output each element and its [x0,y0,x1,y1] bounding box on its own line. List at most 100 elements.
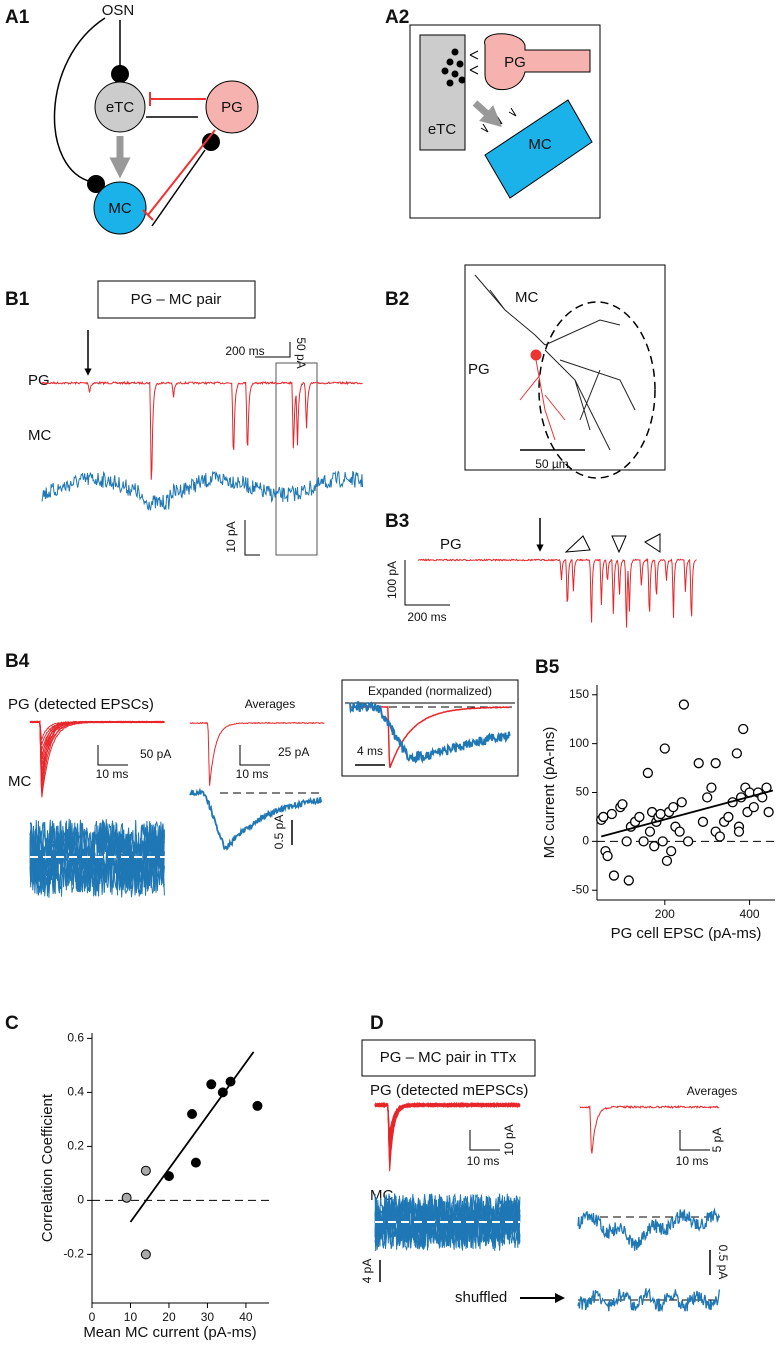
trace [29,720,165,798]
point [190,1157,201,1168]
x-tick-label: 40 [239,1310,253,1324]
point [634,811,645,823]
point [187,1109,198,1119]
point [657,836,668,847]
scale-bar [239,745,270,766]
trace [29,821,165,897]
scale-label: 100 pA [385,561,399,599]
scale-bar [244,520,260,556]
highlight-box [275,362,318,556]
node-etc [94,81,146,133]
panel-label: B3 [385,511,409,532]
scale-label: 4 ms [357,744,383,758]
x-tick-label: 20 [162,1310,176,1324]
x-axis-label: PG cell EPSC (pA-ms) [611,925,762,942]
point [140,1165,151,1176]
trace [349,701,511,765]
x-axis-label: Mean MC current (pA-ms) [83,1324,256,1341]
trace-label: MC [28,427,51,444]
point [140,1249,151,1260]
mc-morphology [474,274,636,451]
point [706,782,717,793]
cell-label: MC [515,289,538,306]
y-tick-label: 0 [582,834,589,848]
vesicles [441,48,466,87]
y-axis-label: MC current (pA-ms) [541,727,558,859]
synapse [87,65,220,193]
point [702,792,713,803]
scale-label: 50 µm [535,457,569,471]
node-pg [205,80,259,134]
trace [189,721,325,786]
scale-bar [469,1130,500,1151]
trace [189,787,323,851]
trace [41,470,364,511]
y-tick-label: 150 [569,687,589,701]
scale-label: 10 pA [224,521,238,552]
scale-label: 10 ms [676,1154,709,1168]
panel-label: C [5,1013,19,1034]
point [602,850,613,862]
scale-label: 10 pA [502,1124,516,1155]
point [682,836,694,847]
scale-bar [679,1130,710,1151]
y-tick-label: 100 [569,736,589,750]
point [738,723,749,735]
pg-morphology [519,349,566,441]
point [659,743,670,754]
scale-bar [97,745,128,766]
trace-label: shuffled [455,1289,507,1306]
point [693,758,704,769]
inset-title: Expanded (normalized) [368,684,492,698]
scale-label: 200 ms [407,610,446,624]
node-label: PG [504,54,526,71]
scale-label: 200 ms [225,344,264,358]
point [733,826,745,837]
trace-label: Averages [245,697,295,711]
trace [577,1207,721,1251]
point [697,816,709,827]
trace-label: PG (detected mEPSCs) [370,1082,528,1099]
trace-label: PG (detected EPSCs) [8,696,154,713]
panel-title: PG – MC pair [131,291,222,308]
frame [464,264,666,471]
trace [41,380,363,480]
scale-bar [255,342,291,358]
point [731,748,743,759]
trace [577,1287,721,1313]
frame [341,679,519,777]
point [674,826,685,837]
point [606,808,617,820]
cell-pg [484,33,591,91]
point [638,836,649,847]
point [649,841,660,852]
panel-label: A2 [385,7,409,28]
point [642,767,654,779]
point [644,826,656,837]
trace [417,557,697,628]
scale-label: 5 pA [710,1128,724,1153]
trace [29,820,165,896]
panel-label: B2 [385,289,409,310]
point [206,1079,217,1090]
point [121,1192,132,1203]
trace-label: Averages [687,1084,737,1098]
trace [374,1101,521,1172]
frame [409,24,601,219]
x-tick-label: 0 [89,1310,96,1324]
trend-line [601,789,774,838]
point [623,875,634,886]
x-tick-label: 30 [201,1310,215,1324]
event-markers [564,533,661,554]
point [621,836,632,847]
panel-label: B5 [535,657,560,678]
node-label: PG [221,99,243,116]
y-tick-label: 0.6 [67,1031,84,1045]
y-tick-label: 0 [77,1193,84,1207]
point [676,797,687,808]
node-label: eTC [106,99,135,116]
point [668,802,679,813]
y-axis-label: Correlation Coefficient [39,1093,56,1242]
